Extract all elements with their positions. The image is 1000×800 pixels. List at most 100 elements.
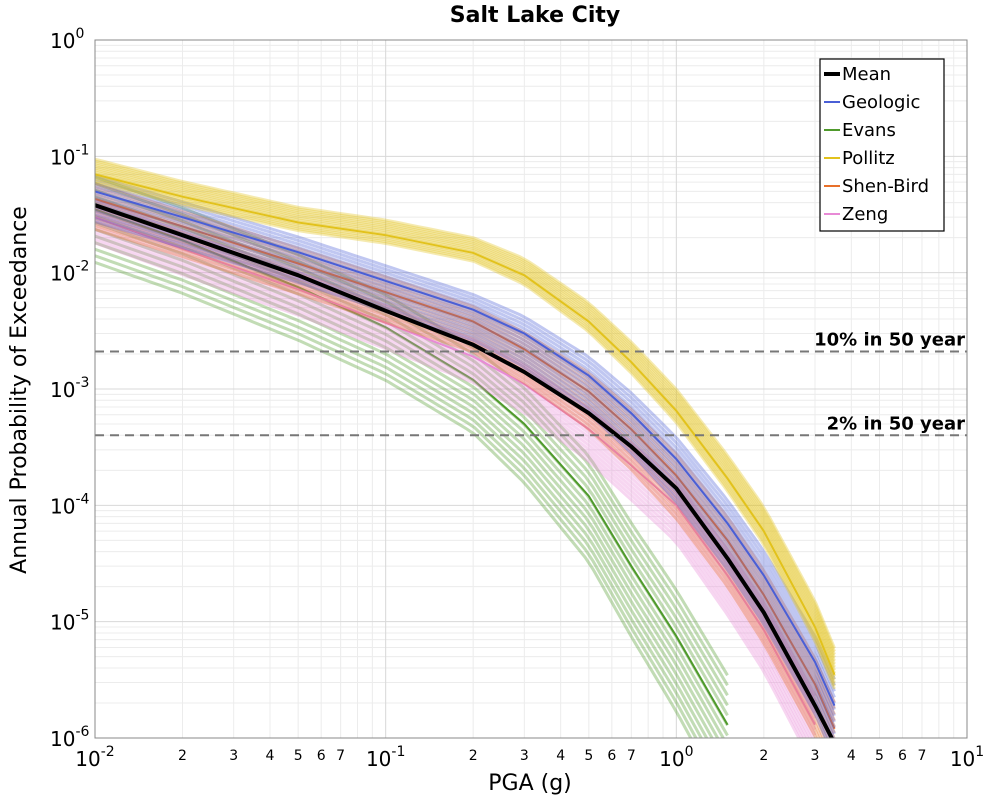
x-minor-tick-label: 3 xyxy=(229,748,238,764)
band-line-pollitz xyxy=(95,166,836,665)
band-line-zeng xyxy=(95,211,817,719)
y-tick-label: 10-6 xyxy=(50,724,90,751)
y-axis-label: Annual Probability of Exceedance xyxy=(7,206,32,574)
y-tick-exponent: 0 xyxy=(75,26,84,42)
band-line-geologic xyxy=(95,185,836,699)
band-line-shen-bird xyxy=(95,189,836,716)
y-tick-base: 10 xyxy=(50,262,75,286)
legend-label-shen-bird: Shen-Bird xyxy=(842,176,929,197)
series-line-shen-bird xyxy=(95,198,836,730)
series-line-zeng xyxy=(95,216,816,726)
x-tick-label: 10-2 xyxy=(75,744,114,771)
band-line-geologic xyxy=(95,181,836,692)
x-tick-exponent: 1 xyxy=(975,744,984,760)
band-line-pollitz xyxy=(95,170,836,671)
chart-title: Salt Lake City xyxy=(450,3,620,28)
band-line-zeng xyxy=(95,234,807,738)
band-line-pollitz xyxy=(95,163,836,659)
x-tick-label: 100 xyxy=(659,744,693,771)
reference-line-label: 10% in 50 year xyxy=(814,330,965,351)
x-tick-base: 10 xyxy=(659,747,684,771)
y-tick-base: 10 xyxy=(50,611,75,635)
y-tick-label: 10-4 xyxy=(50,491,90,518)
band-line-pollitz xyxy=(95,175,836,681)
band-line-shen-bird xyxy=(95,196,836,728)
x-minor-tick-label: 6 xyxy=(607,748,616,764)
series-line-mean xyxy=(95,203,835,738)
y-tick-label: 10-2 xyxy=(50,259,89,286)
band-line-pollitz xyxy=(95,164,836,662)
band-pollitz xyxy=(95,157,836,690)
band-line-geologic xyxy=(95,174,836,680)
band-line-pollitz xyxy=(95,168,836,668)
y-tick-exponent: -4 xyxy=(75,491,89,507)
band-line-zeng xyxy=(95,225,816,738)
band-line-geologic xyxy=(95,192,836,711)
series-line-geologic xyxy=(95,190,836,707)
band-line-geologic xyxy=(95,216,830,738)
band-line-pollitz xyxy=(95,177,836,684)
y-tick-exponent: -2 xyxy=(75,259,89,275)
band-line-evans xyxy=(95,241,709,738)
y-tick-exponent: -3 xyxy=(75,375,89,391)
band-line-shen-bird xyxy=(95,203,836,738)
band-line-shen-bird xyxy=(95,224,821,738)
x-minor-tick-label: 4 xyxy=(556,748,565,764)
band-line-geologic xyxy=(95,178,836,686)
reference-lines: 10% in 50 year 2% in 50 year xyxy=(95,330,967,437)
band-line-evans xyxy=(95,247,703,738)
x-minor-tick-label: 6 xyxy=(898,748,907,764)
legend-label-evans: Evans xyxy=(842,120,896,141)
y-tick-exponent: -5 xyxy=(75,608,89,624)
x-minor-tick-label: 7 xyxy=(918,748,927,764)
x-minor-tick-label: 7 xyxy=(336,748,345,764)
band-line-shen-bird xyxy=(95,199,836,734)
band-line-pollitz xyxy=(95,159,836,652)
legend-label-mean: Mean xyxy=(842,64,891,85)
band-line-geologic xyxy=(95,199,836,723)
band-line-zeng xyxy=(95,228,813,738)
y-tick-exponent: -1 xyxy=(75,142,89,158)
y-tick-base: 10 xyxy=(50,145,75,169)
x-minor-tick-label: 4 xyxy=(266,748,275,764)
y-tick-label: 10-3 xyxy=(50,375,89,402)
x-tick-exponent: -2 xyxy=(101,744,115,760)
band-line-zeng xyxy=(95,221,817,736)
x-minor-tick-label: 5 xyxy=(875,748,884,764)
series-line-evans xyxy=(95,208,729,726)
band-line-zeng xyxy=(95,231,810,738)
band-line-geologic xyxy=(95,206,836,735)
band-line-zeng xyxy=(95,241,801,738)
band-line-evans xyxy=(95,260,693,738)
band-line-zeng xyxy=(95,198,817,697)
y-tick-label: 10-1 xyxy=(50,142,89,169)
band-line-geologic xyxy=(95,202,836,729)
legend-box xyxy=(819,58,945,232)
x-axis-label: PGA (g) xyxy=(488,771,572,796)
x-minor-tick-label: 2 xyxy=(469,748,478,764)
band-line-evans xyxy=(95,188,729,697)
band-line-geologic xyxy=(95,220,828,738)
band-line-evans xyxy=(95,221,725,738)
band-line-evans xyxy=(95,254,698,738)
x-minor-tick-label: 4 xyxy=(847,748,856,764)
x-tick-label: 101 xyxy=(950,744,984,771)
band-line-zeng xyxy=(95,238,804,738)
x-tick-exponent: -1 xyxy=(391,744,405,760)
x-minor-tick-label: 5 xyxy=(584,748,593,764)
x-minor-tick-label: 3 xyxy=(520,748,529,764)
x-minor-tick-label: 2 xyxy=(178,748,187,764)
band-line-shen-bird xyxy=(95,182,836,703)
x-tick-base: 10 xyxy=(950,747,975,771)
band-line-evans xyxy=(95,175,729,677)
plot-frame xyxy=(94,39,968,739)
y-tick-base: 10 xyxy=(50,378,75,402)
band-line-shen-bird xyxy=(95,192,836,722)
x-minor-tick-label: 7 xyxy=(627,748,636,764)
series-bands xyxy=(95,157,836,738)
y-tick-label: 100 xyxy=(50,26,84,53)
y-tick-label: 10-5 xyxy=(50,608,89,635)
x-minor-tick-label: 5 xyxy=(294,748,303,764)
